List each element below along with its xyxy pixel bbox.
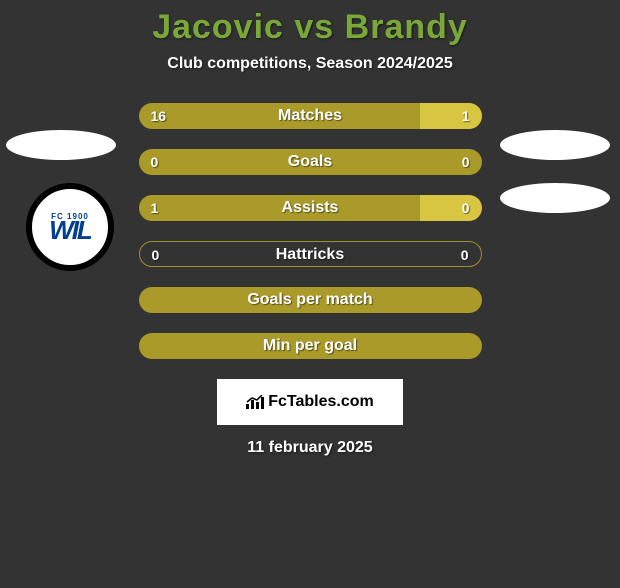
stat-row: Min per goal [139, 333, 482, 359]
subtitle: Club competitions, Season 2024/2025 [0, 55, 620, 73]
stat-label: Goals per match [139, 287, 482, 313]
stat-label: Hattricks [140, 242, 481, 266]
chart-icon [246, 395, 264, 409]
page-title: Jacovic vs Brandy [0, 8, 620, 47]
player-right-placeholder [500, 130, 610, 160]
stats-bars: 161Matches 00Goals 10Assists 00Hattricks Goa… [139, 103, 482, 359]
stat-row: 10Assists [139, 195, 482, 221]
stat-label: Matches [139, 103, 482, 129]
stat-row: 00Hattricks [139, 241, 482, 267]
player-left-placeholder [6, 130, 116, 160]
stat-row: 161Matches [139, 103, 482, 129]
club-right-placeholder [500, 183, 610, 213]
branding-box: FcTables.com [217, 379, 403, 425]
stat-label: Assists [139, 195, 482, 221]
stat-label: Min per goal [139, 333, 482, 359]
date-text: 11 february 2025 [0, 439, 620, 457]
branding-text: FcTables.com [268, 393, 374, 411]
stat-row: Goals per match [139, 287, 482, 313]
stat-row: 00Goals [139, 149, 482, 175]
stat-label: Goals [139, 149, 482, 175]
club-badge-left: FC 1900 WIL [26, 183, 114, 271]
club-badge-main-text: WIL [49, 217, 91, 243]
